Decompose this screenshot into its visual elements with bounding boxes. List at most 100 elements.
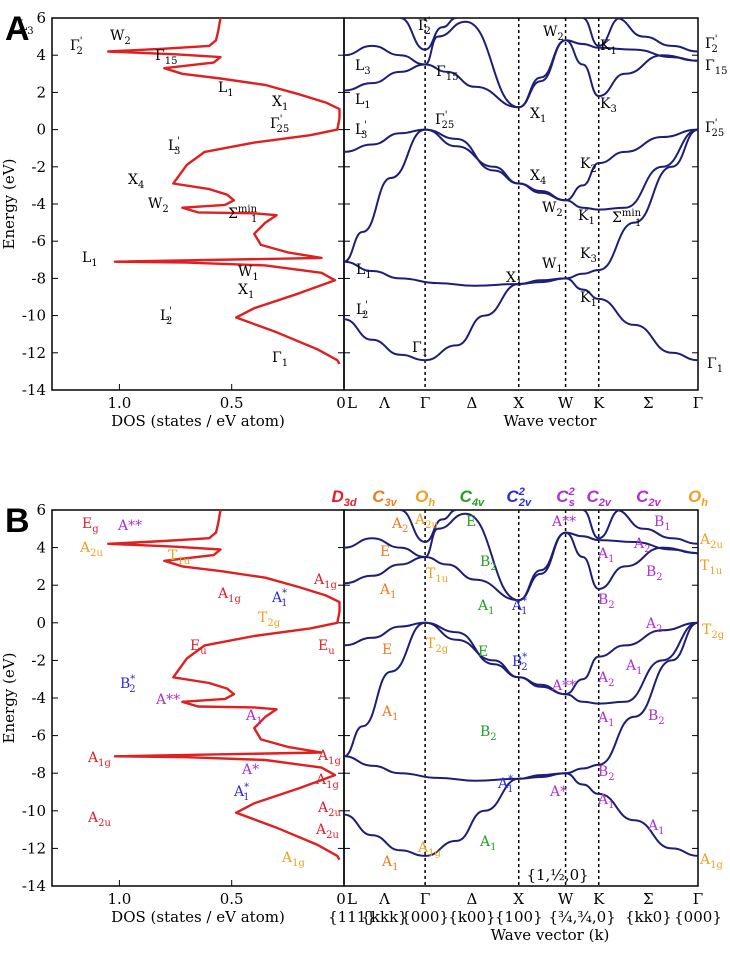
band-line (344, 621, 698, 782)
band-point-label: B2 (598, 592, 615, 611)
band-point-label: L' 3 (355, 120, 367, 141)
band-point-label: T1u (426, 566, 449, 585)
k-tick-label: Γ (420, 890, 430, 908)
dos-point-label: Γ' 2 (70, 36, 83, 57)
band-point-label: Γ15 (436, 64, 458, 83)
dos-point-label: L3 (18, 18, 34, 37)
dos-point-label: Eu (318, 638, 335, 657)
dos-point-label: L1 (82, 250, 98, 269)
dos-point-label: X1 (272, 94, 288, 113)
dos-point-label: Γ1 (272, 350, 288, 369)
y-axis-label: Energy (eV) (0, 159, 18, 250)
point-group-label: C2 s (556, 486, 575, 509)
dos-axis-label: DOS (states / eV atom) (111, 412, 285, 430)
band-point-label: X4 (530, 168, 546, 187)
dos-point-label: A1g (217, 586, 241, 605)
band-point-label: Γ' 2 (418, 16, 431, 37)
k-tick-label: X (513, 394, 524, 412)
band-point-label: A1 (597, 710, 615, 729)
y-tick-label: -12 (22, 839, 46, 857)
k-tick-label: Γ (693, 394, 703, 412)
dos-tick-label: 0.5 (220, 890, 244, 908)
dos-point-label: A1g (313, 572, 337, 591)
band-line (582, 510, 621, 540)
wave-vector-label: Wave vector (503, 412, 597, 430)
band-line (344, 512, 698, 602)
band-point-label: A1g (315, 772, 339, 791)
band-point-label: A1 (597, 792, 615, 811)
band-point-label: A1 (381, 854, 399, 873)
band-line (344, 128, 698, 287)
dos-point-label: Γ' 25 (270, 114, 289, 135)
y-tick-label: -14 (22, 381, 46, 399)
y-tick-label: -6 (31, 727, 46, 745)
band-point-label: A2 (391, 516, 409, 535)
y-tick-label: -10 (22, 802, 46, 820)
band-point-label: Γ15 (705, 58, 727, 77)
y-tick-label: 0 (36, 121, 46, 139)
band-line (344, 531, 698, 602)
y-tick-label: -12 (22, 344, 46, 362)
band-point-label: A1 (597, 546, 615, 565)
band-line (582, 18, 621, 47)
band-line (615, 510, 698, 545)
band-point-label: B2 (480, 724, 497, 743)
dos-point-label: L' 3 (168, 136, 180, 157)
dos-point-label: L' 2 (160, 306, 172, 327)
k-coord-label: {kkk} (361, 908, 407, 926)
dos-point-label: A** (155, 692, 180, 708)
k-tick-label: Σ (643, 890, 654, 908)
wave-vector-label: Wave vector (k) (491, 926, 610, 944)
dos-point-label: Σmin 1 (228, 204, 258, 225)
dos-point-label: A1 (245, 708, 263, 727)
band-point-label: L' 2 (356, 300, 368, 321)
dos-point-label: L1 (218, 80, 234, 99)
band-point-label: A** (551, 514, 576, 530)
y-axis-label: Energy (eV) (0, 653, 18, 744)
dos-point-label: A1g (281, 850, 305, 869)
y-tick-label: -6 (31, 232, 46, 250)
point-group-label: Oh (415, 487, 435, 509)
band-line (344, 39, 698, 109)
band-point-label: B* 2 (512, 652, 528, 673)
band-point-label: B2 (598, 764, 615, 783)
y-tick-label: -2 (31, 651, 46, 669)
band-line (344, 20, 698, 109)
band-point-label: L1 (355, 92, 371, 111)
y-tick-label: -10 (22, 307, 46, 325)
k-tick-label: L (347, 394, 357, 412)
band-point-label: K1 (580, 290, 597, 309)
band-point-label: W2 (542, 200, 563, 219)
dos-tick-label: 0 (336, 890, 346, 908)
k-coord-label: {kk0} (625, 908, 672, 926)
k-tick-label: L (347, 890, 357, 908)
band-line (344, 128, 698, 263)
band-point-label: K1 (600, 38, 617, 57)
band-point-label: A1 (625, 658, 643, 677)
y-tick-label: -4 (31, 689, 46, 707)
band-line (344, 772, 698, 857)
band-point-label: Γ' 2 (705, 34, 718, 55)
dos-point-label: A* (241, 762, 259, 778)
band-point-label: T2g (702, 622, 725, 641)
band-line (344, 621, 698, 696)
band-frame (343, 509, 699, 887)
band-point-label: B2 (480, 554, 497, 573)
dos-frame (51, 17, 345, 391)
dos-point-label: Γ15 (155, 48, 177, 67)
dos-point-label: T2g (258, 610, 281, 629)
k-coord-label: {000} (401, 908, 449, 926)
band-point-label: A2u (315, 822, 339, 841)
k-tick-label: Δ (467, 394, 478, 412)
band-point-label: W1 (542, 256, 563, 275)
band-point-label: A2u (699, 532, 723, 551)
band-point-label: A2 (597, 670, 615, 689)
band-point-label: A2 (633, 536, 651, 555)
band-point-label: W2 (543, 24, 564, 43)
y-tick-label: 0 (36, 614, 46, 632)
band-point-label: A1 (479, 834, 497, 853)
band-point-label: K2 (580, 156, 597, 175)
k-tick-label: X (513, 890, 524, 908)
dos-tick-label: 0.5 (220, 394, 244, 412)
